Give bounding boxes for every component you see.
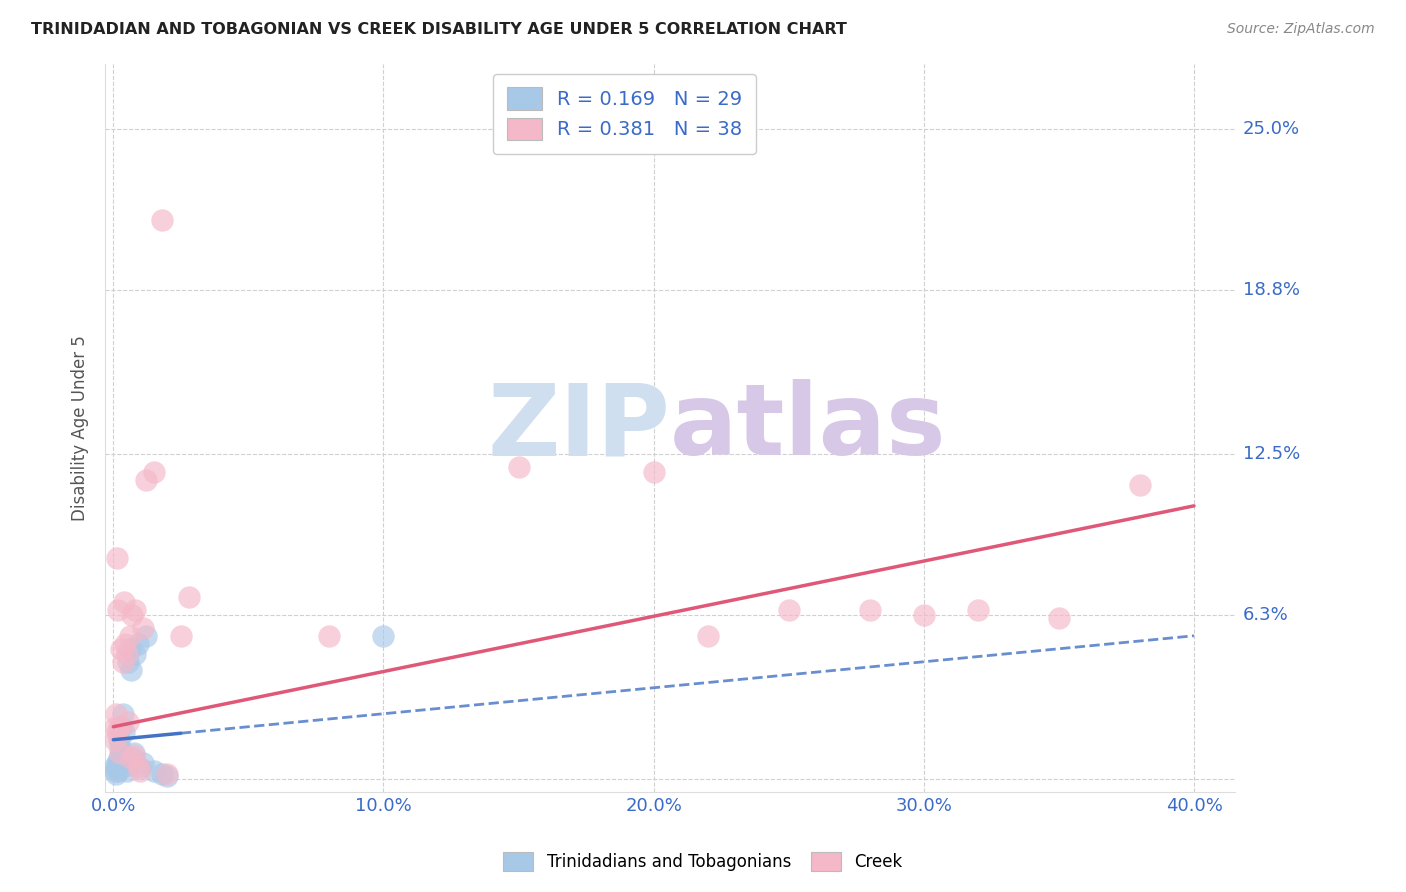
Point: [118, 629, 141, 643]
Legend: Trinidadians and Tobagonians, Creek: Trinidadians and Tobagonians, Creek: [495, 843, 911, 880]
Point: [912, 607, 935, 622]
Point: [107, 764, 129, 778]
Point: [110, 641, 132, 656]
Point: [112, 595, 135, 609]
Point: [170, 629, 193, 643]
Point: [859, 603, 882, 617]
Text: 6.3%: 6.3%: [1243, 606, 1288, 624]
Point: [142, 465, 165, 479]
Text: TRINIDADIAN AND TOBAGONIAN VS CREEK DISABILITY AGE UNDER 5 CORRELATION CHART: TRINIDADIAN AND TOBAGONIAN VS CREEK DISA…: [31, 22, 846, 37]
Legend: R = 0.169   N = 29, R = 0.381   N = 38: R = 0.169 N = 29, R = 0.381 N = 38: [494, 74, 756, 153]
Point: [105, 756, 128, 771]
Point: [110, 720, 132, 734]
Point: [108, 746, 131, 760]
Point: [127, 758, 149, 772]
Point: [117, 714, 139, 729]
Point: [104, 732, 127, 747]
Text: atlas: atlas: [669, 379, 946, 476]
Point: [129, 764, 152, 778]
Point: [121, 751, 143, 765]
Point: [696, 629, 718, 643]
Point: [122, 748, 145, 763]
Point: [373, 629, 395, 643]
Point: [118, 641, 141, 656]
Point: [114, 758, 136, 772]
Point: [129, 761, 152, 775]
Point: [124, 603, 146, 617]
Point: [120, 663, 142, 677]
Point: [132, 756, 155, 771]
Point: [107, 732, 129, 747]
Point: [117, 655, 139, 669]
Point: [135, 629, 157, 643]
Point: [104, 720, 127, 734]
Point: [135, 473, 157, 487]
Point: [110, 746, 132, 760]
Point: [105, 550, 128, 565]
Point: [122, 746, 145, 760]
Point: [132, 621, 155, 635]
Point: [105, 766, 128, 780]
Point: [127, 636, 149, 650]
Point: [643, 465, 665, 479]
Point: [967, 603, 990, 617]
Point: [156, 769, 179, 783]
Point: [124, 647, 146, 661]
Text: 18.8%: 18.8%: [1243, 281, 1299, 299]
Text: ZIP: ZIP: [486, 379, 669, 476]
Point: [177, 590, 200, 604]
Point: [1047, 610, 1070, 624]
Y-axis label: Disability Age Under 5: Disability Age Under 5: [72, 334, 89, 521]
Point: [115, 764, 138, 778]
Text: 25.0%: 25.0%: [1243, 120, 1299, 138]
Point: [112, 725, 135, 739]
Point: [104, 764, 127, 778]
Point: [115, 647, 138, 661]
Point: [105, 706, 128, 721]
Point: [108, 751, 131, 765]
Point: [105, 761, 128, 775]
Point: [121, 607, 143, 622]
Point: [114, 636, 136, 650]
Point: [142, 764, 165, 778]
Point: [508, 459, 530, 474]
Point: [150, 766, 173, 780]
Point: [111, 706, 134, 721]
Point: [107, 720, 129, 734]
Point: [120, 751, 142, 765]
Text: 12.5%: 12.5%: [1243, 445, 1301, 463]
Point: [778, 603, 800, 617]
Point: [318, 629, 340, 643]
Point: [111, 655, 134, 669]
Point: [150, 213, 173, 227]
Point: [104, 758, 127, 772]
Point: [105, 725, 128, 739]
Point: [107, 603, 129, 617]
Point: [156, 766, 179, 780]
Text: Source: ZipAtlas.com: Source: ZipAtlas.com: [1227, 22, 1375, 37]
Point: [108, 740, 131, 755]
Point: [1129, 478, 1152, 492]
